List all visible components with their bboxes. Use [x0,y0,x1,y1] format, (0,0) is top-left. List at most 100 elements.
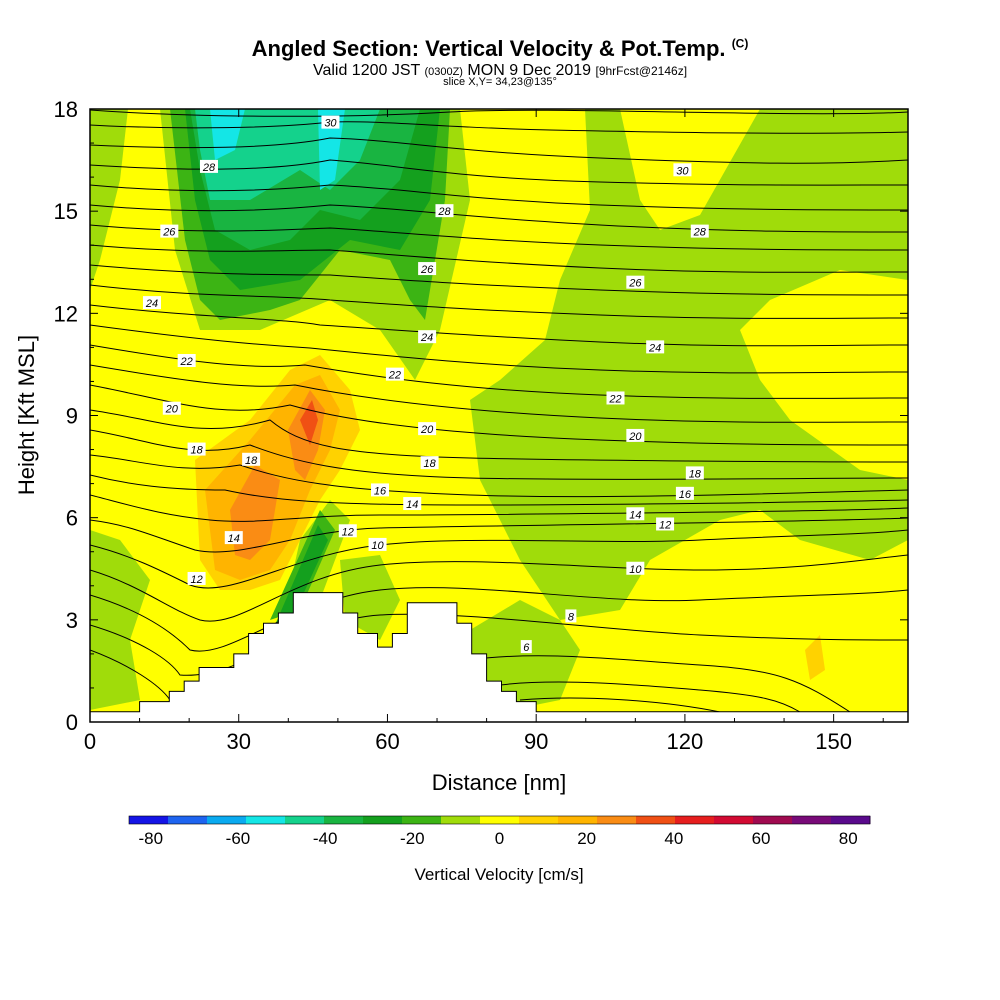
svg-text:10: 10 [629,564,642,576]
svg-text:30: 30 [676,165,689,177]
svg-text:20: 20 [420,424,434,436]
colorbar-tick-label: -60 [226,829,251,848]
svg-text:8: 8 [568,611,575,623]
svg-text:24: 24 [420,332,433,344]
x-tick-label: 60 [375,729,399,754]
field-sink-cyan [318,109,345,190]
y-tick-label: 0 [66,710,78,735]
colorbar-tick-label: -80 [139,829,164,848]
x-axis-label: Distance [nm] [432,770,567,795]
y-tick-label: 18 [54,97,78,122]
colorbar-swatch [831,816,871,824]
velocity-shading [90,109,908,712]
svg-text:18: 18 [689,468,702,480]
colorbar-tick-label: 60 [752,829,771,848]
colorbar-swatch [207,816,247,824]
svg-text:24: 24 [648,342,661,354]
theta-contours [90,109,908,713]
field-rise-light [805,635,825,680]
contour-label: 20 [162,401,181,416]
y-axis-label: Height [Kft MSL] [14,335,39,495]
svg-text:22: 22 [388,370,401,382]
colorbar-tick-label: 20 [577,829,596,848]
contour-label: 28 [435,204,454,218]
contour-label: 16 [675,486,694,501]
contour-label: 26 [160,224,179,239]
colorbar-swatch [753,816,793,824]
terrain-profile [89,592,909,723]
y-tick-label: 6 [66,506,78,531]
colorbar-tick-label: 40 [664,829,683,848]
svg-text:16: 16 [679,489,692,501]
contour-label: 22 [177,354,196,368]
contour-label: 18 [420,456,439,470]
svg-text:12: 12 [659,519,671,531]
x-tick-label: 30 [226,729,250,754]
svg-text:22: 22 [180,356,193,368]
contour-label: 28 [199,159,218,174]
field-neutral-green [90,109,128,290]
colorbar-tick-label: 80 [839,829,858,848]
field-neutral-green [470,109,908,620]
contour-label: 30 [321,115,340,130]
colorbar-swatch [480,816,520,824]
colorbar-swatch [363,816,403,824]
contour-label: 28 [690,224,709,239]
svg-text:14: 14 [406,499,418,511]
colorbar-swatch [675,816,715,824]
svg-text:30: 30 [324,118,337,130]
contour-label: 20 [626,428,645,443]
contour-label: 6 [520,640,532,654]
svg-text:6: 6 [523,642,530,654]
x-tick-label: 120 [667,729,704,754]
contour-label: 20 [418,422,437,436]
contour-label: 10 [368,537,387,552]
contour-label: 12 [187,571,206,586]
colorbar-swatch [324,816,364,824]
svg-text:18: 18 [190,445,203,457]
svg-text:18: 18 [245,455,258,467]
contour-label: 14 [626,507,645,521]
colorbar-swatch [792,816,832,824]
contour-label: 12 [338,524,357,538]
colorbar-swatch [519,816,559,824]
colorbar-swatch [441,816,481,824]
svg-text:14: 14 [629,509,641,521]
contour-label: 8 [565,609,577,623]
y-axis: 0 3 6 9 12 15 18 [54,97,908,735]
contour-label: 22 [606,391,625,405]
x-tick-label: 150 [815,729,852,754]
contour-label: 12 [656,517,675,531]
svg-text:24: 24 [145,298,158,310]
x-tick-label: 90 [524,729,548,754]
colorbar-swatch [129,816,169,824]
contour-label: 18 [685,466,704,480]
x-axis: 0 30 60 90 120 150 [84,109,884,754]
y-tick-label: 15 [54,199,78,224]
svg-text:28: 28 [437,206,451,218]
svg-text:10: 10 [371,540,384,552]
field-sink-dark [275,525,328,625]
svg-text:12: 12 [342,526,354,538]
x-tick-label: 0 [84,729,96,754]
contour-label: 24 [646,340,665,354]
contour-label: 24 [418,330,437,344]
contour-label: 14 [224,531,243,545]
colorbar-swatch [168,816,208,824]
svg-text:26: 26 [420,264,434,276]
contour-label: 18 [242,452,261,467]
svg-text:16: 16 [374,485,387,497]
svg-text:28: 28 [202,162,216,174]
svg-text:12: 12 [190,574,202,586]
svg-text:20: 20 [628,431,642,443]
contour-label: 14 [403,497,422,511]
colorbar-tick-label: 0 [495,829,504,848]
contour-label: 10 [626,561,645,576]
svg-text:18: 18 [423,458,436,470]
svg-text:26: 26 [628,278,642,290]
svg-text:26: 26 [162,227,176,239]
colorbar-swatch [558,816,598,824]
colorbar-frame [128,815,871,825]
y-tick-label: 9 [66,404,78,429]
